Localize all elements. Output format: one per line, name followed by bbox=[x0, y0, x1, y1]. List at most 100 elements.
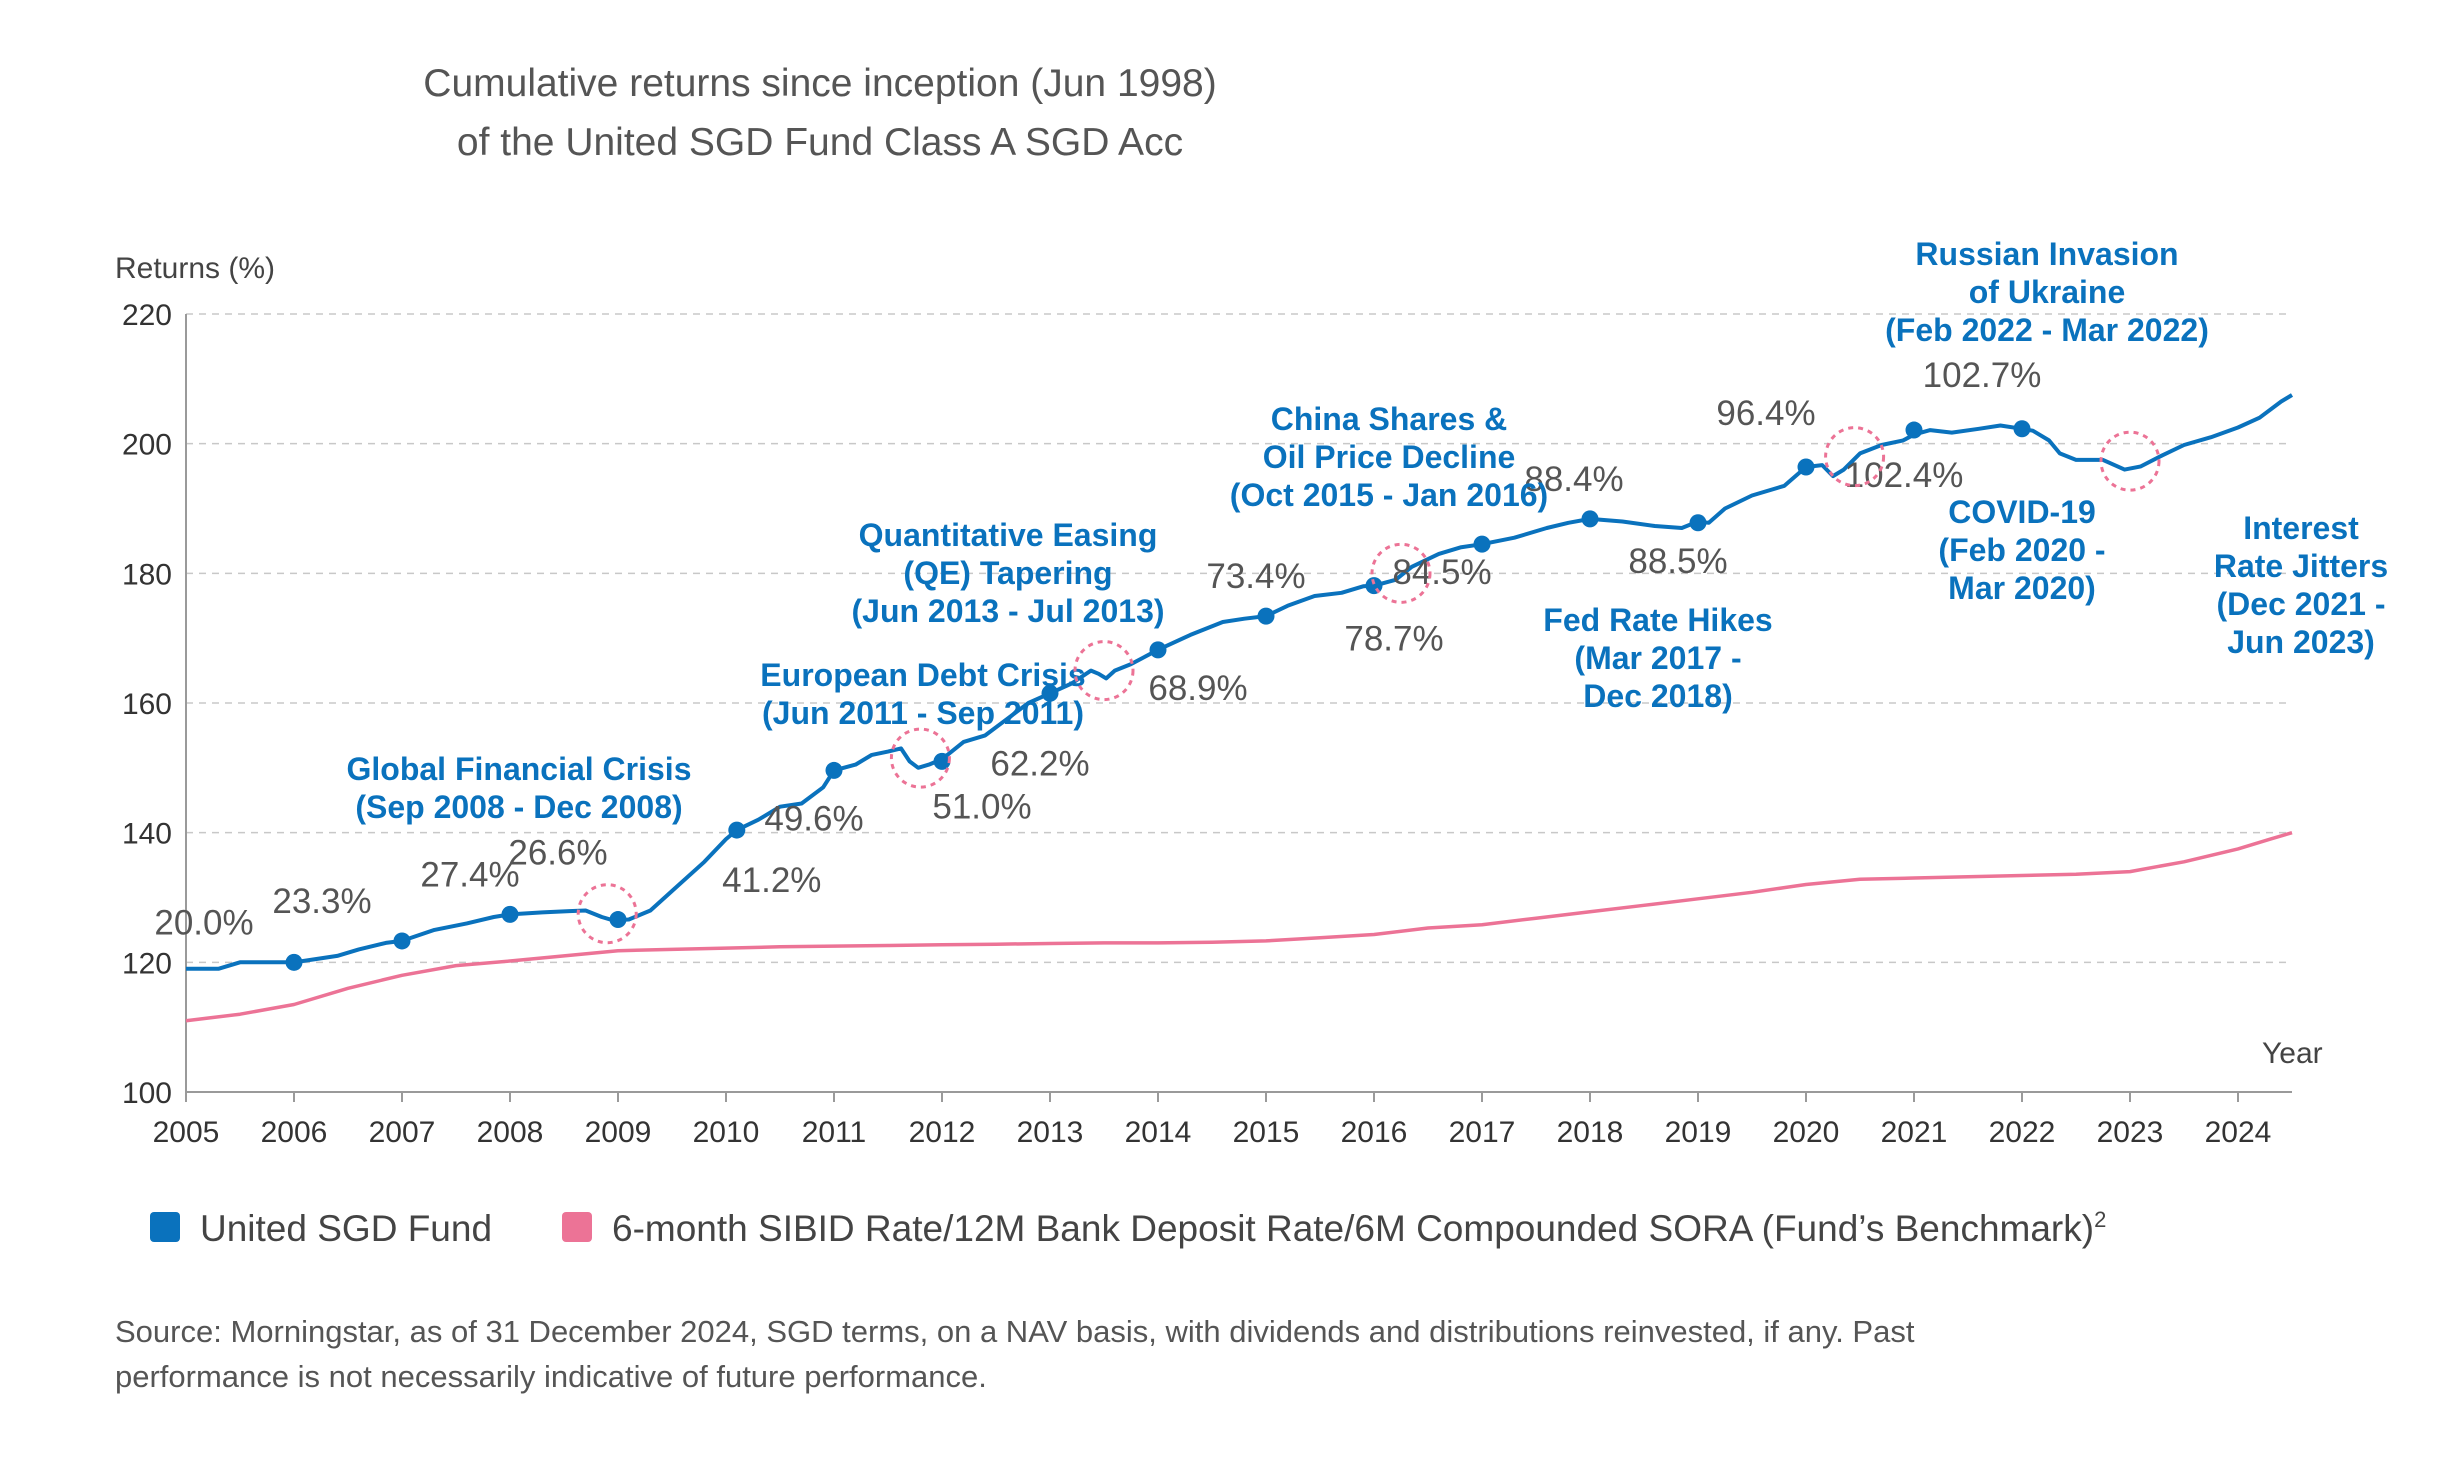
x-tick-label: 2013 bbox=[1017, 1116, 1084, 1149]
event-label: Rate Jitters bbox=[2214, 548, 2388, 584]
x-tick-label: 2011 bbox=[802, 1116, 867, 1149]
fund-marker bbox=[1689, 514, 1707, 532]
event-label: (Feb 2022 - Mar 2022) bbox=[1885, 312, 2209, 348]
legend-swatch-benchmark bbox=[562, 1212, 592, 1242]
event-label: Interest bbox=[2243, 510, 2359, 546]
legend-footnote: 2 bbox=[2094, 1207, 2106, 1232]
chart-title-line2: of the United SGD Fund Class A SGD Acc bbox=[457, 121, 1183, 164]
return-label: 88.4% bbox=[1524, 460, 1623, 499]
event-label: Global Financial Crisis bbox=[347, 751, 692, 787]
event-label: (Dec 2021 - bbox=[2217, 586, 2386, 622]
x-axis-label: Year bbox=[2262, 1037, 2323, 1070]
event-label: China Shares & bbox=[1271, 401, 1508, 437]
benchmark-line bbox=[185, 831, 2293, 1023]
event-label: Mar 2020) bbox=[1948, 570, 2096, 606]
fund-marker bbox=[1149, 641, 1167, 659]
x-tick-label: 2012 bbox=[909, 1116, 976, 1149]
fund-marker bbox=[1905, 421, 1923, 439]
event-label: Quantitative Easing bbox=[859, 517, 1158, 553]
y-tick-label: 160 bbox=[122, 688, 172, 721]
event-label: Russian Invasion bbox=[1915, 236, 2178, 272]
event-marker-circle bbox=[1073, 640, 1135, 702]
y-tick-label: 140 bbox=[122, 818, 172, 851]
return-label: 23.3% bbox=[272, 882, 371, 921]
fund-marker bbox=[609, 911, 627, 929]
return-label: 78.7% bbox=[1344, 620, 1443, 659]
event-label: (Oct 2015 - Jan 2016) bbox=[1230, 477, 1548, 513]
y-axis-label: Returns (%) bbox=[115, 252, 275, 285]
x-tick-label: 2018 bbox=[1557, 1116, 1624, 1149]
fund-line bbox=[186, 393, 2294, 971]
fund-marker bbox=[825, 761, 843, 779]
return-label: 73.4% bbox=[1206, 557, 1305, 596]
event-label: European Debt Crisis bbox=[760, 657, 1085, 693]
return-label: 102.4% bbox=[1845, 456, 1964, 495]
return-label: 26.6% bbox=[508, 834, 607, 873]
y-tick-label: 180 bbox=[122, 558, 172, 591]
axes: 100 120 140 160 180 200 220 2005 2006 2007 2008 200… bbox=[122, 299, 2292, 1149]
fund-marker bbox=[285, 953, 303, 971]
source-note-line1: Source: Morningstar, as of 31 December 2… bbox=[115, 1314, 1915, 1349]
y-tick-label: 200 bbox=[122, 429, 172, 462]
event-label: (Sep 2008 - Dec 2008) bbox=[355, 789, 682, 825]
source-note-line2: performance is not necessarily indicativ… bbox=[115, 1359, 987, 1394]
fund-marker bbox=[2013, 420, 2031, 438]
fund-marker bbox=[1797, 458, 1815, 476]
y-tick-label: 220 bbox=[122, 299, 172, 332]
event-marker-circle bbox=[1370, 542, 1432, 604]
x-tick-label: 2017 bbox=[1449, 1116, 1516, 1149]
x-tick-label: 2021 bbox=[1881, 1116, 1948, 1149]
fund-marker bbox=[728, 821, 746, 839]
return-label: 51.0% bbox=[932, 787, 1031, 826]
event-label: (Feb 2020 - bbox=[1938, 532, 2105, 568]
event-label: (Jun 2013 - Jul 2013) bbox=[851, 593, 1164, 629]
fund-marker bbox=[1041, 684, 1059, 702]
event-marker-circle bbox=[576, 883, 638, 945]
legend-label-benchmark: 6-month SIBID Rate/12M Bank Deposit Rate… bbox=[612, 1207, 2106, 1249]
fund-marker bbox=[1581, 510, 1599, 528]
return-label: 102.7% bbox=[1923, 356, 2042, 395]
fund-marker bbox=[501, 905, 519, 923]
x-tick-label: 2005 bbox=[153, 1116, 220, 1149]
return-label: 68.9% bbox=[1148, 669, 1247, 708]
legend: United SGD Fund 6-month SIBID Rate/12M B… bbox=[150, 1207, 2106, 1249]
event-label: Jun 2023) bbox=[2227, 624, 2375, 660]
return-label: 62.2% bbox=[990, 744, 1089, 783]
event-annotations: Global Financial Crisis(Sep 2008 - Dec 2… bbox=[347, 236, 2388, 945]
legend-swatch-fund bbox=[150, 1212, 180, 1242]
x-tick-label: 2006 bbox=[261, 1116, 328, 1149]
event-label: Dec 2018) bbox=[1583, 678, 1732, 714]
x-tick-label: 2023 bbox=[2097, 1116, 2164, 1149]
return-label: 84.5% bbox=[1392, 553, 1491, 592]
x-tick-label: 2007 bbox=[369, 1116, 436, 1149]
event-label: (Jun 2011 - Sep 2011) bbox=[762, 695, 1084, 731]
return-label: 20.0% bbox=[154, 903, 253, 942]
x-tick-label: 2015 bbox=[1233, 1116, 1300, 1149]
event-label: (Mar 2017 - bbox=[1574, 640, 1741, 676]
y-tick-label: 120 bbox=[122, 947, 172, 980]
fund-marker bbox=[1473, 535, 1491, 553]
grid bbox=[186, 313, 2292, 964]
fund-marker bbox=[393, 932, 411, 950]
event-marker-circle bbox=[1824, 426, 1886, 488]
legend-label-fund: United SGD Fund bbox=[200, 1208, 492, 1249]
x-tick-label: 2008 bbox=[477, 1116, 544, 1149]
x-tick-label: 2010 bbox=[693, 1116, 760, 1149]
return-label: 27.4% bbox=[420, 855, 519, 894]
x-tick-label: 2016 bbox=[1341, 1116, 1408, 1149]
return-label: 49.6% bbox=[764, 799, 863, 838]
chart-title-line1: Cumulative returns since inception (Jun … bbox=[423, 62, 1216, 105]
event-marker-circle bbox=[2099, 430, 2161, 492]
event-marker-circle bbox=[889, 727, 951, 789]
return-label: 88.5% bbox=[1628, 542, 1727, 581]
fund-marker bbox=[1257, 607, 1275, 625]
return-label: 96.4% bbox=[1716, 394, 1815, 433]
event-label: Oil Price Decline bbox=[1263, 439, 1516, 475]
event-label: Fed Rate Hikes bbox=[1543, 602, 1772, 638]
event-label: COVID-19 bbox=[1948, 494, 2096, 530]
series: 20.0% 23.3% 27.4%26.6% 41.2% 49.6% 51.0% 62.2%… bbox=[154, 356, 2294, 1023]
fund-marker bbox=[933, 752, 951, 770]
x-tick-label: 2019 bbox=[1665, 1116, 1732, 1149]
event-label: of Ukraine bbox=[1969, 274, 2125, 310]
